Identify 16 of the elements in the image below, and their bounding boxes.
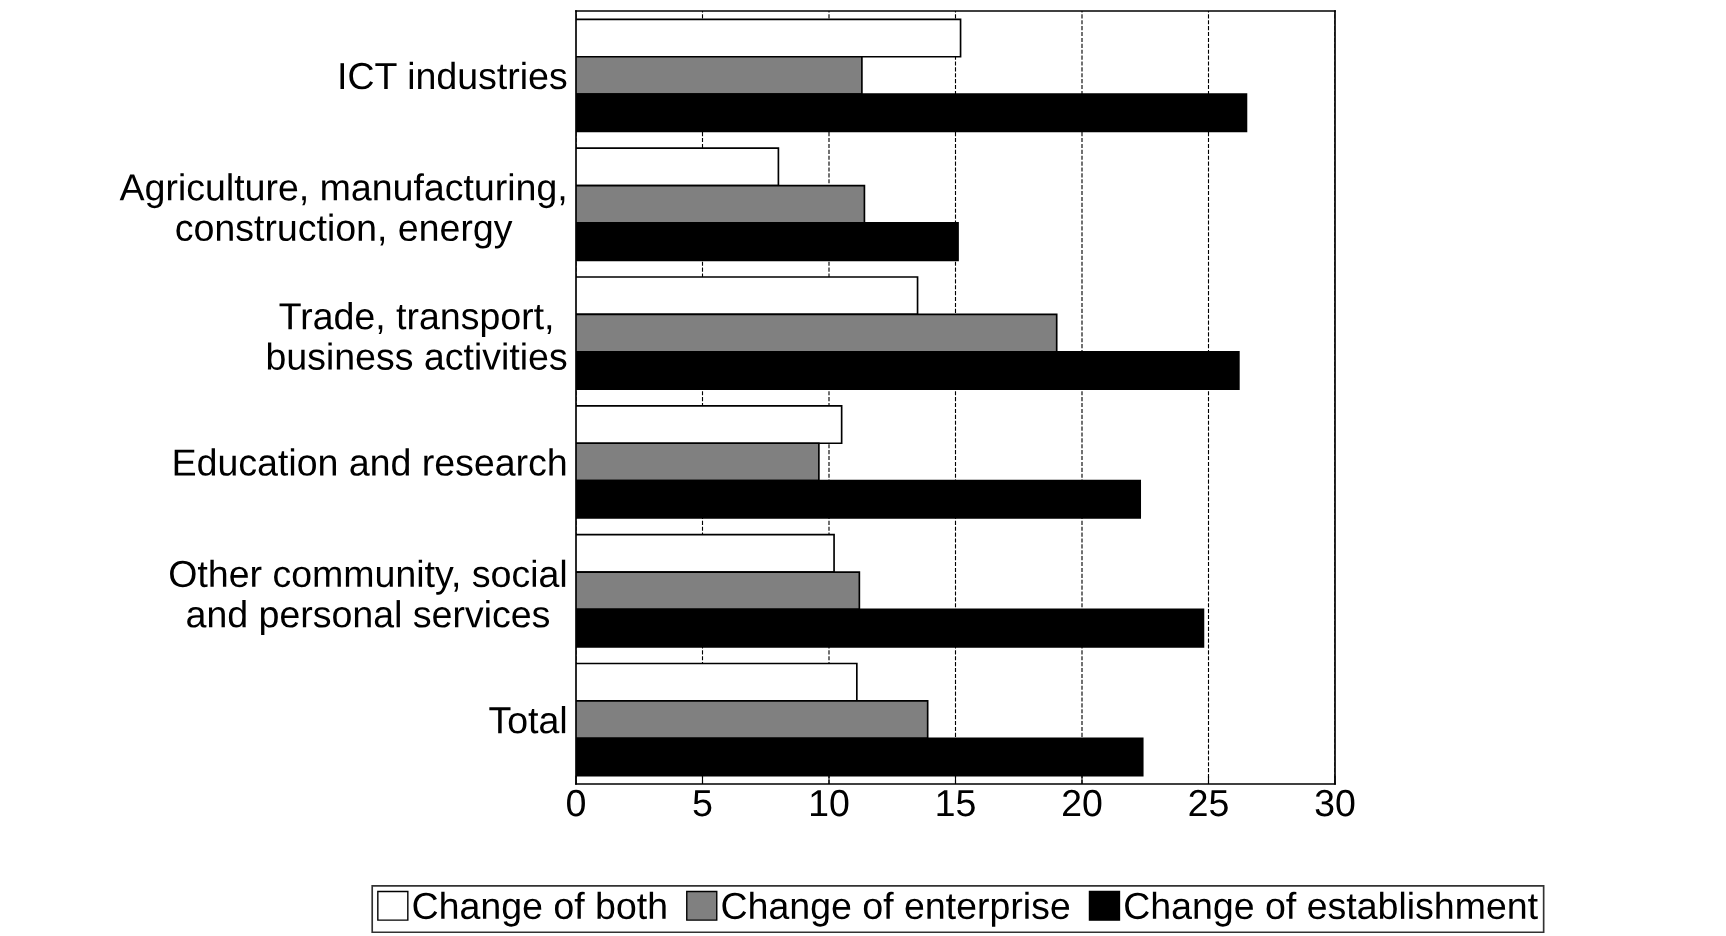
y-tick-label: Agriculture, manufacturing, construction, energy [119,173,565,249]
x-tick-label: 25 [1189,789,1228,817]
y-tick-label: Education and research [174,448,566,476]
x-tick-label: 20 [1063,789,1102,817]
y-tick-label: Total [489,706,566,734]
x-tick-label: 0 [567,789,585,817]
legend-label: Change of enterprise [722,891,1070,927]
x-tick-label: 10 [811,789,849,817]
y-tick-label: Trade, transport, business activities [267,302,567,370]
x-tick-label: 5 [693,790,712,817]
y-tick-label: Other community, social and personal services [170,559,566,636]
legend-label: Change of both [413,891,666,927]
y-tick-label: ICT industries [340,61,567,90]
legend-label: Change of establishment [1125,891,1538,927]
x-tick-label: 30 [1315,789,1355,817]
x-tick-label: 15 [937,790,975,817]
